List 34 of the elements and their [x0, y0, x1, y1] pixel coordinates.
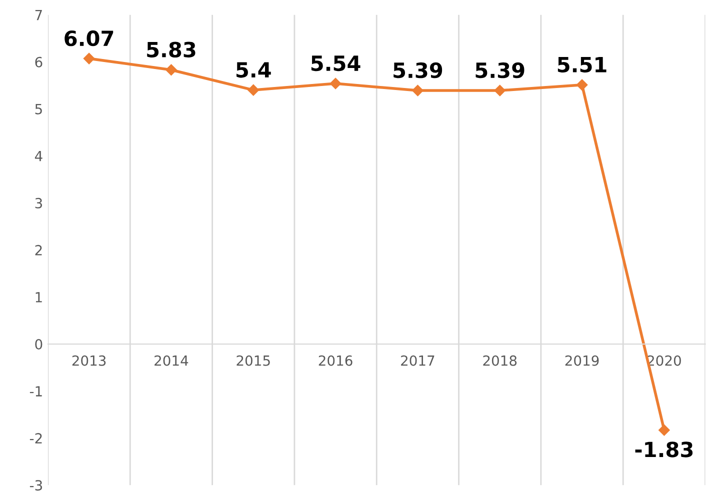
x-tick-label: 2017 [401, 355, 434, 366]
x-tick-label: 2014 [154, 355, 188, 366]
y-tick-label: 7 [35, 10, 42, 20]
x-tick-label: 2015 [236, 355, 270, 366]
point [494, 84, 506, 96]
y-tick-label: 4 [34, 151, 42, 162]
data-label: 5.54 [311, 56, 360, 72]
y-tick-label: -2 [30, 433, 42, 444]
point [658, 424, 670, 436]
x-tick-label: 2016 [318, 355, 352, 366]
y-tick-label: 3 [35, 198, 42, 208]
point [166, 64, 177, 76]
point [576, 79, 588, 90]
y-tick-label: 6 [35, 56, 42, 68]
point [248, 84, 259, 96]
point [412, 84, 424, 96]
x-tick-label: 2018 [483, 355, 517, 366]
data-label: 5.83 [147, 42, 196, 58]
data-label: 5.51 [558, 57, 606, 73]
y-tick-label: 5 [35, 104, 42, 114]
x-tick-label: 2013 [72, 355, 106, 366]
data-label: 6.07 [64, 30, 114, 46]
data-label: -1.83 [635, 442, 693, 458]
y-tick-label: 1 [36, 292, 42, 302]
y-tick-label: -1 [30, 386, 42, 396]
y-tick-label: -3 [30, 480, 42, 491]
data-label: 5.39 [476, 62, 524, 78]
y-tick-label: 2 [35, 244, 42, 256]
point [330, 78, 342, 90]
y-tick-label: 0 [35, 338, 42, 350]
data-label: 5.4 [236, 62, 271, 78]
x-tick-label: 2019 [565, 355, 599, 366]
point [83, 52, 95, 64]
data-label: 5.39 [394, 62, 442, 78]
